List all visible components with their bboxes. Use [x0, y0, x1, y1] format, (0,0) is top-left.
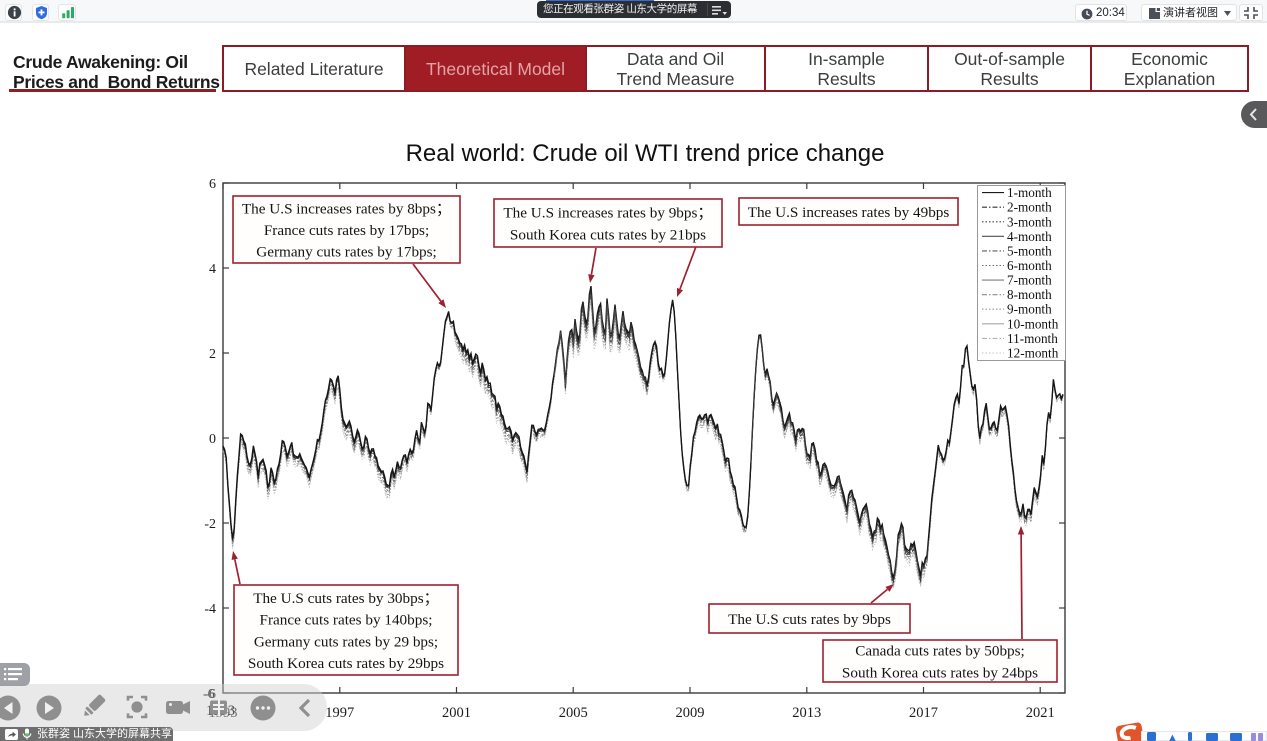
svg-text:5-month: 5-month: [1007, 243, 1052, 258]
svg-text:Germany cuts rates by 17bps;: Germany cuts rates by 17bps;: [256, 244, 437, 261]
svg-text:South Korea cuts rates by 29bp: South Korea cuts rates by 29bps: [248, 655, 444, 672]
svg-text:2: 2: [209, 347, 216, 362]
svg-text:0: 0: [209, 432, 216, 447]
svg-text:▲: ▲: [1167, 732, 1178, 741]
svg-text:South Korea cuts rates by 24bp: South Korea cuts rates by 24bps: [842, 664, 1038, 681]
svg-text:4: 4: [209, 262, 216, 277]
svg-text:The U.S cuts rates by 9bps: The U.S cuts rates by 9bps: [728, 611, 891, 628]
svg-text:2013: 2013: [792, 705, 821, 721]
svg-text:-4: -4: [204, 602, 216, 617]
svg-text:2005: 2005: [559, 705, 588, 721]
svg-text:-2: -2: [204, 517, 216, 532]
svg-text:2001: 2001: [442, 705, 471, 721]
svg-text:The U.S increases rates by 8bp: The U.S increases rates by 8bps；: [242, 200, 451, 217]
svg-text:1-month: 1-month: [1007, 185, 1052, 200]
svg-text:6: 6: [209, 177, 216, 192]
svg-text:4-month: 4-month: [1007, 229, 1052, 244]
svg-text:The U.S increases rates by 9bp: The U.S increases rates by 9bps；: [503, 205, 712, 222]
svg-text:12-month: 12-month: [1007, 346, 1059, 361]
svg-text:2009: 2009: [676, 705, 705, 721]
svg-text:6-month: 6-month: [1007, 258, 1052, 273]
svg-text:Germany cuts rates by 29 bps;: Germany cuts rates by 29 bps;: [254, 633, 438, 650]
svg-text:-6: -6: [204, 687, 216, 702]
svg-text:11-month: 11-month: [1007, 331, 1058, 346]
svg-text:South Korea cuts rates by 21bp: South Korea cuts rates by 21bps: [510, 226, 706, 243]
svg-text:Canada cuts rates by 50bps;: Canada cuts rates by 50bps;: [855, 643, 1025, 660]
svg-text:2017: 2017: [909, 705, 938, 721]
svg-text:France cuts rates by 140bps;: France cuts rates by 140bps;: [260, 612, 433, 629]
svg-text:8-month: 8-month: [1007, 287, 1052, 302]
svg-text:The U.S cuts rates by 30bps；: The U.S cuts rates by 30bps；: [253, 590, 439, 607]
svg-text:2021: 2021: [1026, 705, 1055, 721]
svg-text:10-month: 10-month: [1007, 316, 1059, 331]
svg-text:1997: 1997: [325, 705, 354, 721]
svg-text:The U.S increases rates by 49b: The U.S increases rates by 49bps: [748, 204, 950, 221]
svg-text:9-month: 9-month: [1007, 302, 1052, 317]
svg-text:2-month: 2-month: [1007, 200, 1052, 215]
svg-text:3-month: 3-month: [1007, 214, 1052, 229]
svg-text:7-month: 7-month: [1007, 273, 1052, 288]
svg-text:France cuts rates by 17bps;: France cuts rates by 17bps;: [264, 222, 429, 239]
